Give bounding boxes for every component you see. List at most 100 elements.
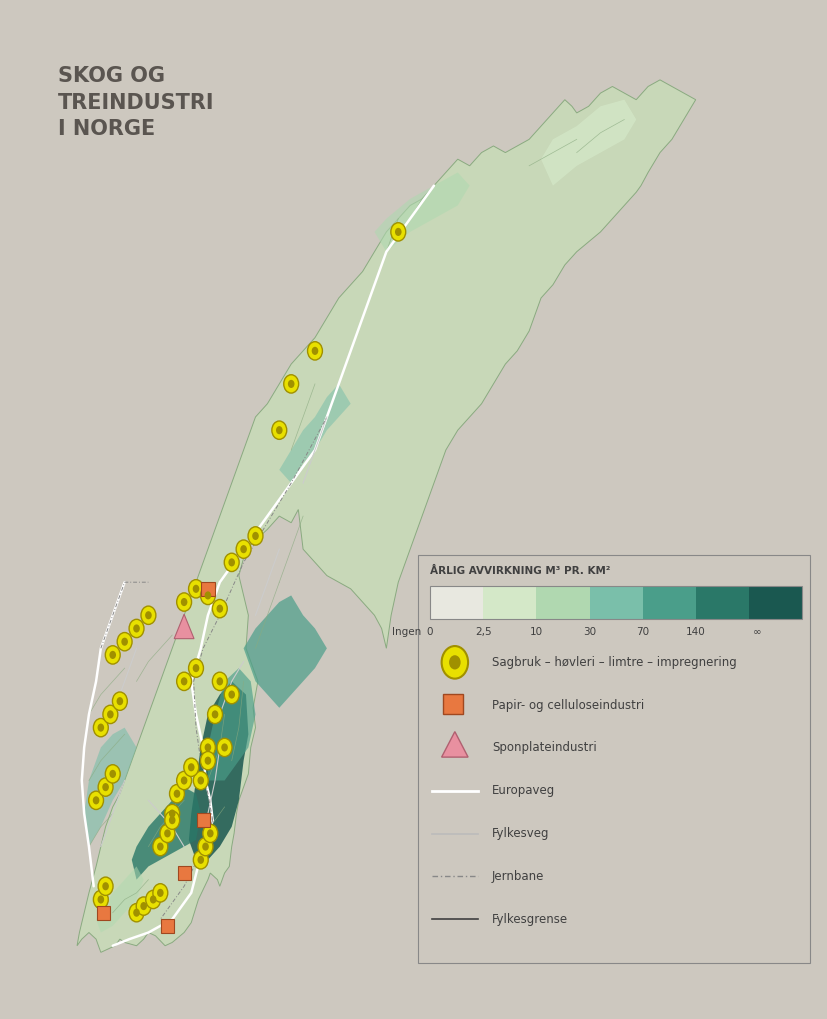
- Circle shape: [133, 625, 140, 633]
- Circle shape: [103, 882, 109, 891]
- Circle shape: [122, 638, 128, 646]
- Circle shape: [312, 346, 318, 355]
- Circle shape: [105, 764, 120, 783]
- Circle shape: [188, 763, 194, 771]
- Polygon shape: [208, 668, 256, 781]
- Circle shape: [189, 580, 203, 598]
- Circle shape: [98, 877, 113, 896]
- Text: Jernbane: Jernbane: [492, 870, 544, 882]
- Circle shape: [174, 790, 180, 798]
- Circle shape: [98, 723, 104, 732]
- Circle shape: [98, 777, 113, 796]
- Bar: [749, 586, 802, 619]
- Circle shape: [129, 620, 144, 638]
- Circle shape: [395, 228, 402, 236]
- Bar: [430, 586, 483, 619]
- Text: 70: 70: [636, 627, 649, 637]
- Bar: [590, 586, 643, 619]
- Circle shape: [237, 540, 251, 558]
- Circle shape: [189, 659, 203, 678]
- Circle shape: [165, 804, 179, 822]
- Circle shape: [288, 380, 294, 388]
- Circle shape: [272, 421, 287, 439]
- Circle shape: [213, 673, 227, 691]
- Circle shape: [107, 710, 113, 718]
- Circle shape: [157, 889, 164, 897]
- Text: 30: 30: [583, 627, 596, 637]
- Circle shape: [204, 744, 211, 752]
- Circle shape: [224, 686, 239, 704]
- Bar: [483, 586, 537, 619]
- Text: 140: 140: [686, 627, 705, 637]
- Circle shape: [93, 796, 99, 804]
- Circle shape: [141, 902, 147, 910]
- Polygon shape: [174, 614, 194, 639]
- Circle shape: [218, 739, 232, 757]
- Polygon shape: [96, 866, 144, 932]
- Bar: [443, 694, 463, 714]
- Circle shape: [153, 838, 168, 856]
- Circle shape: [181, 598, 188, 606]
- Circle shape: [141, 606, 155, 625]
- Circle shape: [129, 904, 144, 922]
- Circle shape: [193, 664, 199, 673]
- Text: Ingen: Ingen: [392, 627, 422, 637]
- Circle shape: [241, 545, 247, 553]
- Circle shape: [165, 811, 179, 829]
- Circle shape: [177, 673, 192, 691]
- Circle shape: [177, 593, 192, 611]
- Text: Sponplateindustri: Sponplateindustri: [492, 742, 597, 754]
- Text: Papir- og celluloseindustri: Papir- og celluloseindustri: [492, 699, 644, 711]
- Circle shape: [177, 771, 192, 790]
- Text: Europaveg: Europaveg: [492, 785, 555, 797]
- Polygon shape: [77, 79, 696, 953]
- Circle shape: [109, 651, 116, 659]
- Circle shape: [200, 739, 215, 757]
- Circle shape: [157, 843, 164, 851]
- Circle shape: [194, 771, 208, 790]
- Text: 0: 0: [427, 627, 433, 637]
- Circle shape: [93, 891, 108, 909]
- Circle shape: [164, 829, 170, 838]
- Circle shape: [169, 809, 175, 817]
- Bar: [643, 586, 696, 619]
- Circle shape: [207, 829, 213, 838]
- Circle shape: [252, 532, 259, 540]
- Circle shape: [98, 896, 104, 904]
- Circle shape: [160, 824, 174, 843]
- Circle shape: [204, 591, 211, 599]
- Text: 2,5: 2,5: [475, 627, 491, 637]
- Polygon shape: [442, 732, 468, 757]
- Circle shape: [203, 824, 218, 843]
- Circle shape: [145, 611, 151, 620]
- Circle shape: [193, 585, 199, 593]
- Circle shape: [117, 697, 123, 705]
- Circle shape: [284, 375, 299, 393]
- Circle shape: [208, 705, 222, 723]
- Circle shape: [198, 856, 204, 864]
- Text: Fylkesgrense: Fylkesgrense: [492, 913, 568, 925]
- Circle shape: [200, 586, 215, 604]
- Text: ÅRLIG AVVIRKNING M³ PR. KM²: ÅRLIG AVVIRKNING M³ PR. KM²: [430, 566, 610, 576]
- Circle shape: [228, 558, 235, 567]
- Polygon shape: [131, 787, 201, 879]
- Circle shape: [103, 783, 109, 791]
- Polygon shape: [84, 728, 136, 847]
- Circle shape: [217, 604, 223, 612]
- Circle shape: [181, 678, 188, 686]
- Circle shape: [308, 341, 323, 360]
- Circle shape: [103, 705, 117, 723]
- Text: ∞: ∞: [753, 627, 762, 637]
- Polygon shape: [280, 384, 351, 483]
- Circle shape: [198, 776, 204, 785]
- Circle shape: [442, 646, 468, 679]
- Circle shape: [153, 883, 168, 902]
- Circle shape: [198, 838, 213, 856]
- Circle shape: [203, 843, 209, 851]
- Text: Sagbruk – høvleri – limtre – impregnering: Sagbruk – høvleri – limtre – impregnerin…: [492, 656, 737, 668]
- Polygon shape: [244, 595, 327, 708]
- Polygon shape: [541, 100, 636, 185]
- Circle shape: [136, 897, 151, 915]
- Circle shape: [200, 751, 215, 769]
- Circle shape: [222, 744, 228, 752]
